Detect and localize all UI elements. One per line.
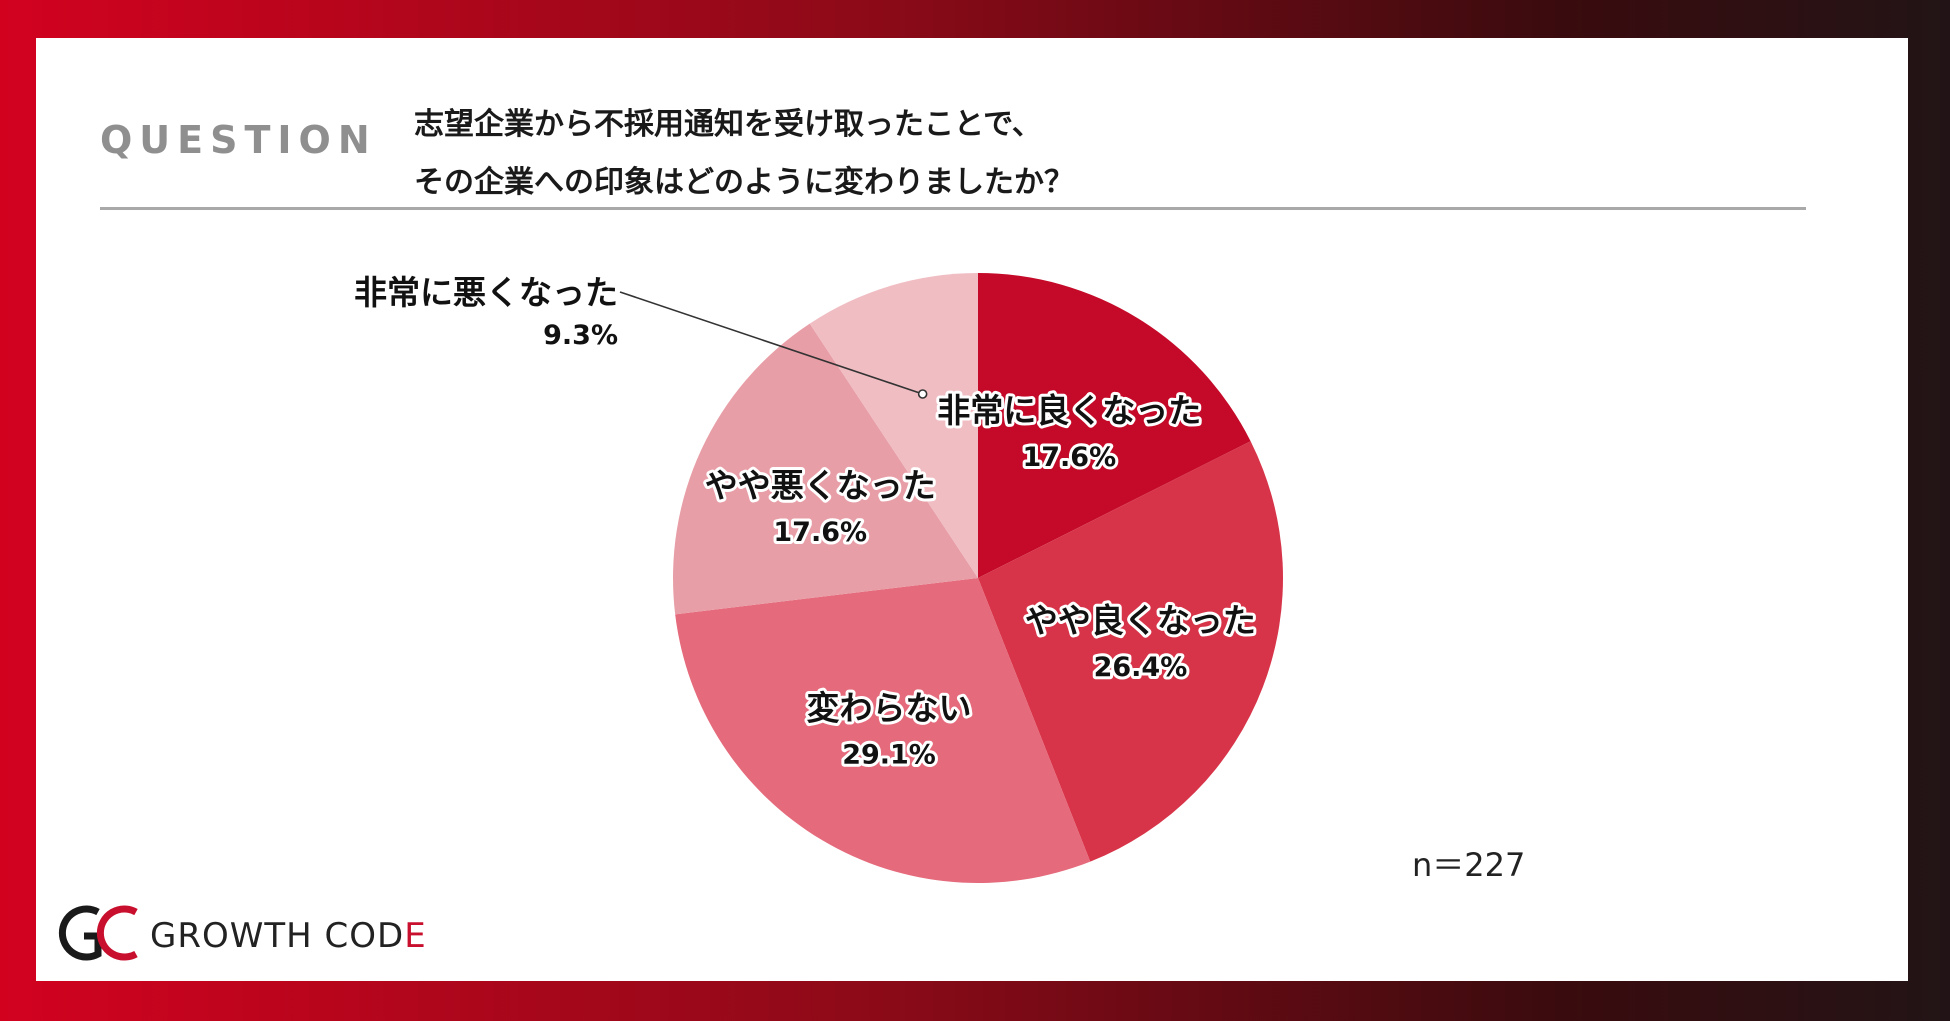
slice-category-label-unchanged: 変わらない [807,688,972,727]
question-line-1: 志望企業から不採用通知を受け取ったことで、 [414,107,1042,142]
slice-category-label-very-bad: 非常に悪くなった [354,273,618,312]
pie-slice-very-bad [809,273,978,578]
pie-slices [673,273,1283,883]
pie-labels: 非常に良くなった 17.6% やや良くなった 26.4% 変わらない 29.1% やや悪くな… [354,273,1259,773]
pie-slice-slightly-good [978,441,1283,862]
header-divider [100,207,1806,210]
pie-slice-slightly-bad [673,323,978,615]
growth-code-logo-icon [58,905,138,961]
slice-value-label-very-good: 17.6% [1022,442,1116,473]
slice-value-label-unchanged: 29.1% [842,739,936,770]
slice-category-label-very-good: 非常に良くなった [937,391,1201,430]
logo-text: GROWTH CODE [150,916,427,956]
pie-slice-unchanged [675,578,1091,883]
question-label: QUESTION [100,118,377,162]
pie-slice-very-good [978,273,1251,578]
leader-line-very-bad [619,291,923,395]
slice-value-label-very-bad: 9.3% [543,320,618,351]
slice-value-label-slightly-bad: 17.6% [773,517,867,548]
slice-category-label-slightly-good: やや良くなった [1025,601,1256,640]
sample-size-label: n＝227 [1412,846,1526,884]
slice-category-label-slightly-bad: やや悪くなった [705,466,936,505]
logo-text-main: GROWTH COD [150,916,405,956]
question-line-2: その企業への印象はどのように変わりましたか？ [414,165,1074,200]
leader-dot-very-bad [917,389,928,399]
slice-value-label-slightly-good: 26.4% [1094,652,1188,683]
logo-text-accent: E [404,916,427,956]
question-text: 志望企業から不採用通知を受け取ったことで、 その企業への印象はどのように変わりま… [414,96,1074,212]
